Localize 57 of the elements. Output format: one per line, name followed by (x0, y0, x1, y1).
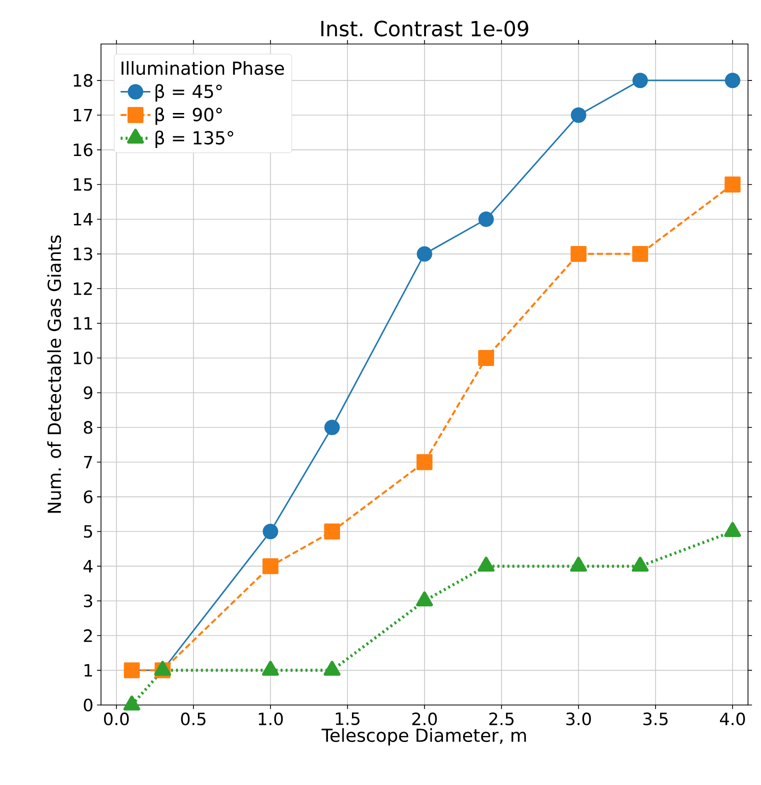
y-tick-label: 16 (74, 143, 92, 156)
y-tick-label: 17 (74, 108, 92, 122)
y-tick-label: 1 (84, 664, 92, 676)
x-tick-label: 1.0 (258, 712, 283, 726)
legend-label: β = 45° (156, 84, 222, 102)
point (632, 246, 648, 262)
point (416, 591, 433, 606)
legend-label: β = 135° (156, 130, 234, 148)
point (478, 211, 494, 227)
legend-title: Illumination Phase (122, 61, 284, 75)
y-tick-label: 3 (84, 594, 92, 608)
y-tick-label: 9 (84, 386, 92, 400)
x-tick-label: 2.0 (412, 712, 437, 726)
y-tick-label: 11 (74, 317, 92, 330)
point (123, 696, 140, 710)
x-tick-label: 1.5 (336, 712, 360, 726)
legend-label: β = 90° (156, 107, 222, 125)
point (262, 660, 279, 676)
y-tick-label: 8 (84, 421, 92, 434)
point (262, 558, 278, 574)
x-tick-label: 0.0 (104, 712, 129, 726)
y-tick-label: 2 (84, 629, 92, 642)
y-tick-label: 4 (84, 560, 93, 572)
y-tick-label: 18 (74, 74, 92, 87)
point (324, 524, 340, 540)
point (632, 556, 649, 572)
point (262, 524, 278, 540)
point (478, 556, 495, 572)
y-axis-title: Num. of Detectable Gas Giants (47, 235, 62, 513)
y-tick-label: 14 (74, 213, 93, 226)
y-tick-label: 10 (74, 352, 92, 364)
point (724, 522, 741, 537)
x-tick-label: 3.5 (643, 712, 668, 726)
point (724, 72, 740, 88)
y-tick-label: 13 (74, 248, 92, 260)
point (570, 107, 586, 123)
point (478, 350, 494, 366)
point (570, 246, 587, 262)
x-tick-label: 4.0 (720, 712, 745, 726)
x-tick-label: 3.0 (566, 712, 591, 726)
x-tick-label: 2.5 (489, 712, 514, 726)
point (416, 246, 432, 262)
point (724, 176, 741, 192)
y-tick-label: 12 (74, 282, 92, 295)
chart-title: Inst. Contrast 1e-09 (321, 20, 528, 36)
y-tick-label: 6 (84, 490, 92, 504)
y-tick-label: 7 (84, 456, 92, 468)
point (632, 72, 648, 88)
point (570, 556, 587, 572)
y-tick-label: 0 (84, 698, 92, 712)
x-axis-title: Telescope Diameter, m (322, 728, 526, 746)
point (324, 420, 340, 436)
y-tick-label: 15 (74, 178, 92, 191)
y-tick-label: 5 (84, 525, 92, 538)
point (416, 454, 432, 470)
x-tick-label: 0.5 (181, 712, 206, 726)
point (324, 660, 340, 676)
